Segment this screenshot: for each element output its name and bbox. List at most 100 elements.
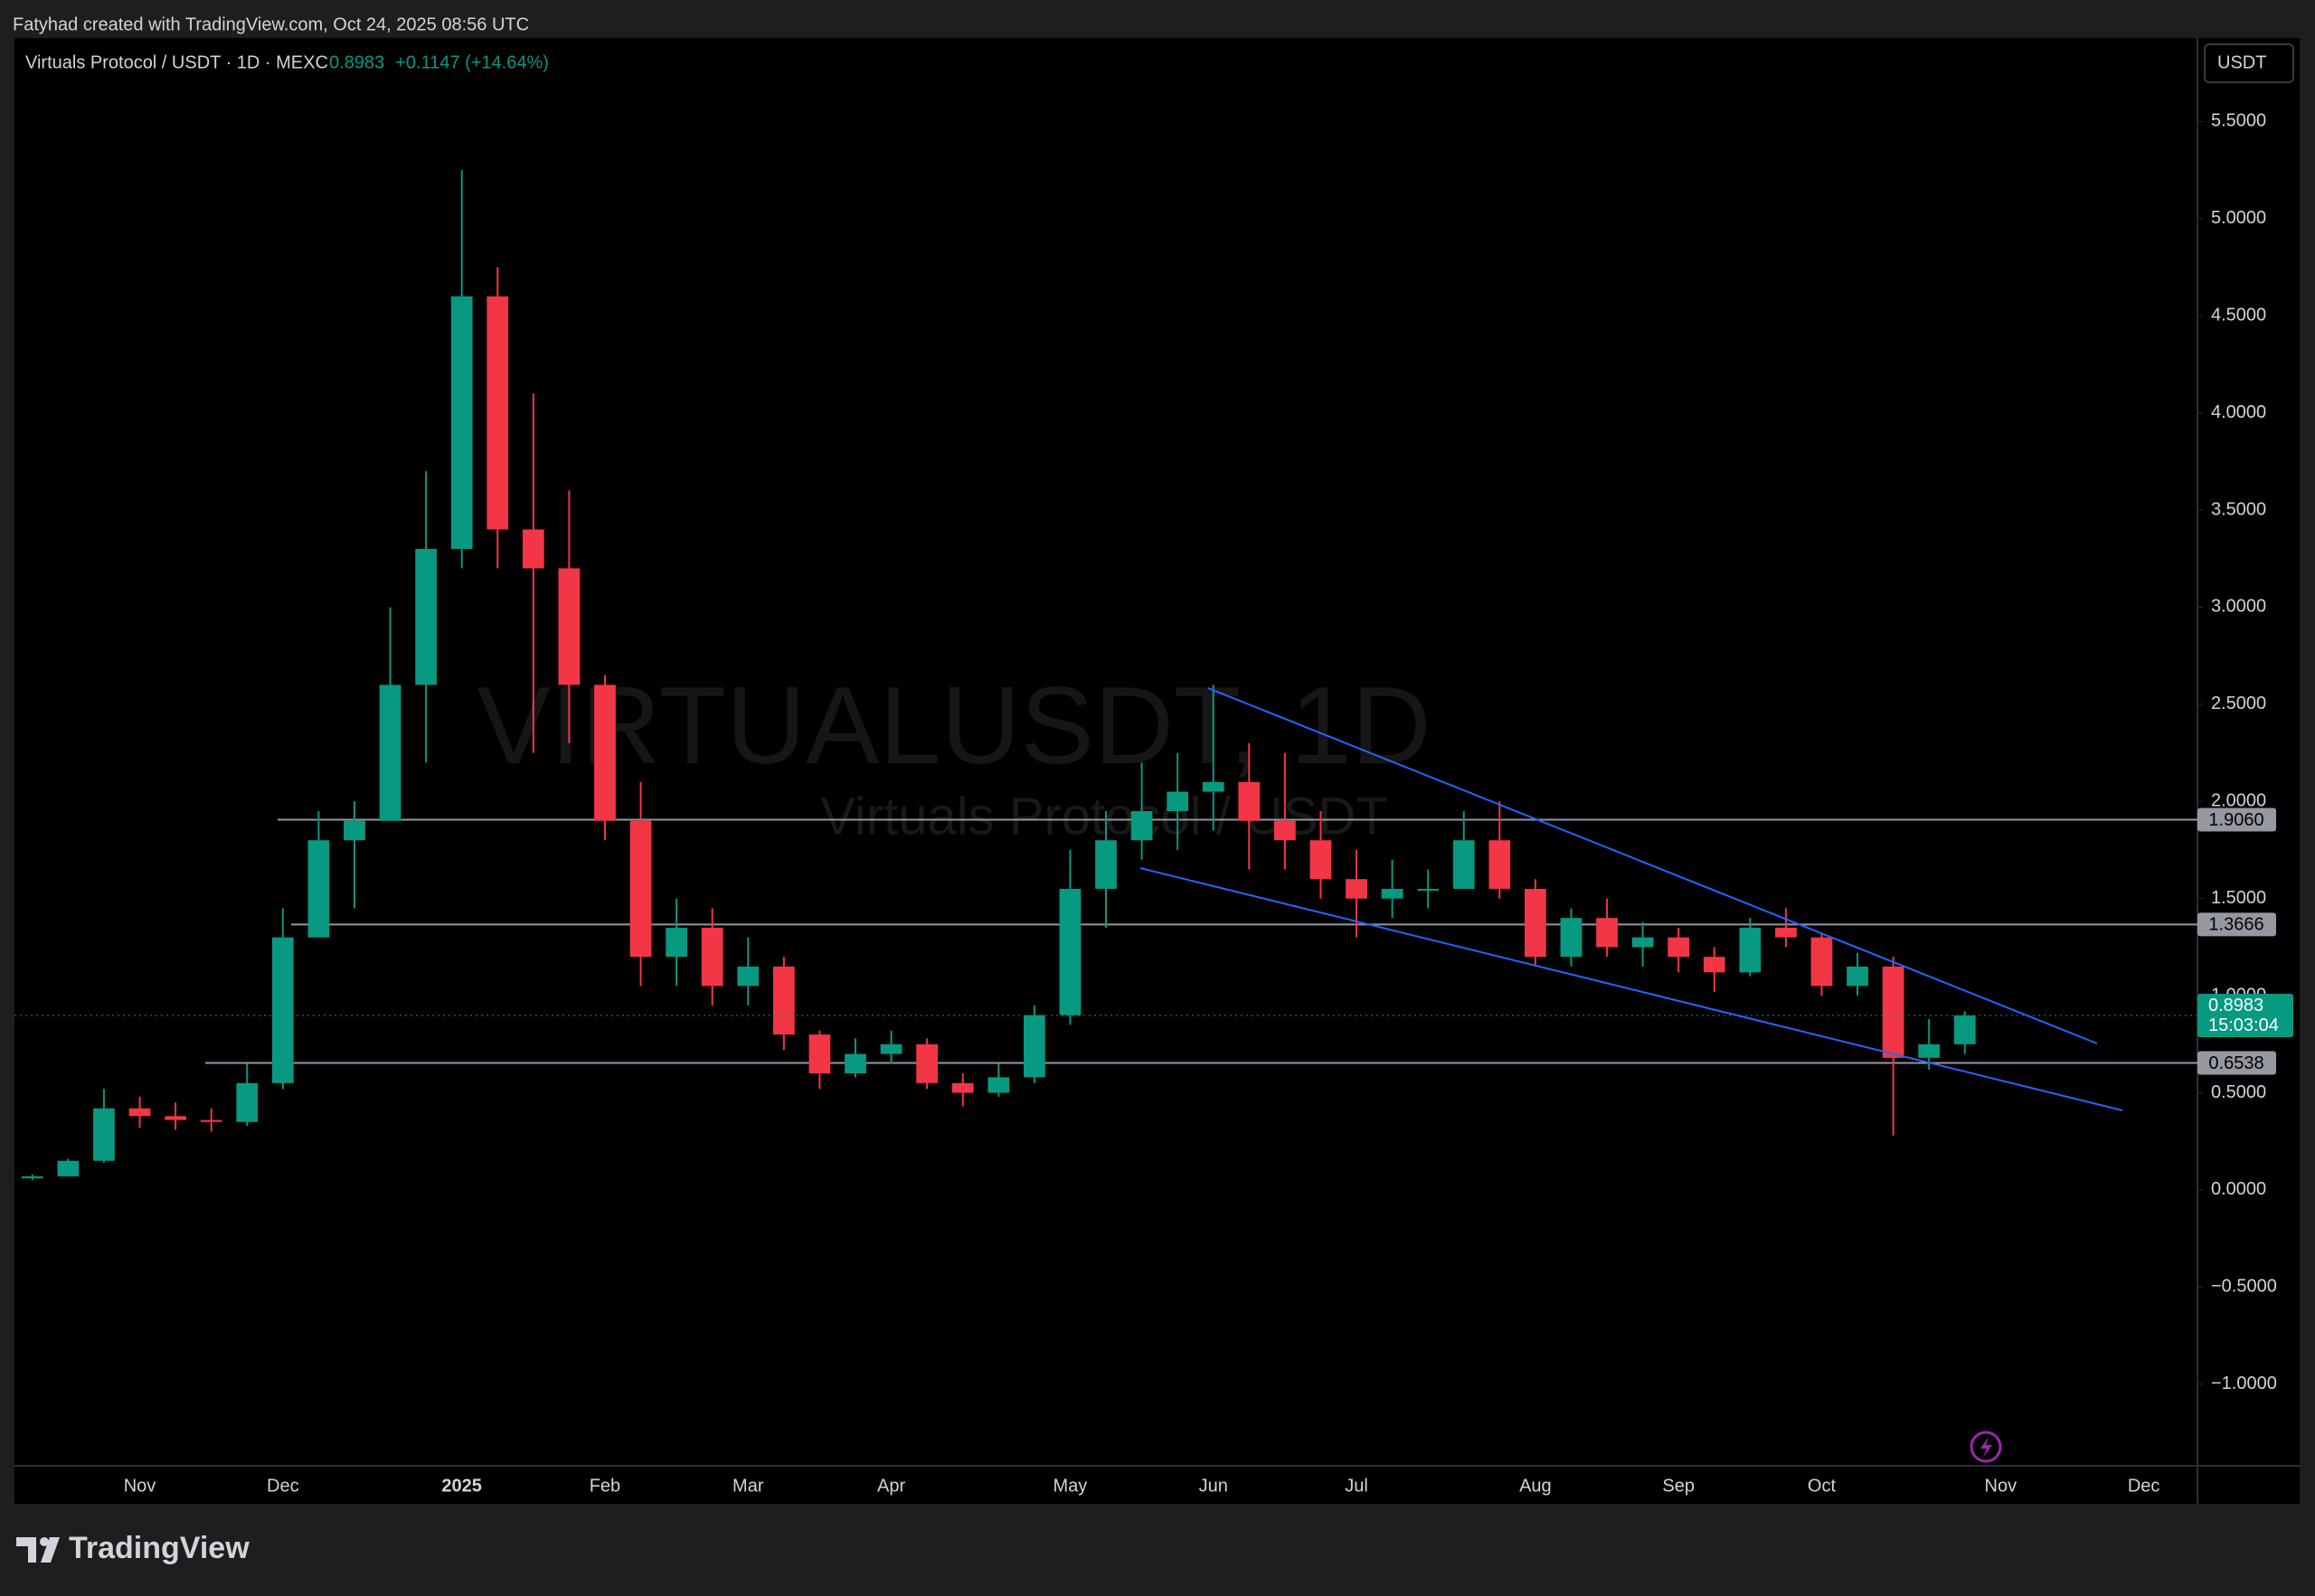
- candle-body: [1918, 1044, 1941, 1058]
- candle-body: [880, 1044, 902, 1054]
- candle-body: [1167, 791, 1189, 812]
- x-tick-label: Jul: [1345, 1476, 1368, 1496]
- candle-body: [165, 1116, 186, 1120]
- candle-body: [21, 1176, 43, 1179]
- price-change: +0.1147 (+14.64%): [395, 52, 549, 72]
- logo-mark: [41, 1537, 60, 1563]
- last-price-box: [2197, 993, 2293, 1037]
- candle-body: [916, 1044, 939, 1083]
- x-tick-label: 2025: [441, 1476, 482, 1496]
- candle-body: [1452, 840, 1475, 889]
- level-label: 1.3666: [2208, 915, 2263, 935]
- x-tick-label: Apr: [877, 1476, 905, 1496]
- candle-body: [1775, 927, 1797, 938]
- candle-body: [629, 820, 652, 958]
- x-tick-label: Nov: [124, 1476, 156, 1496]
- candle-body: [522, 529, 544, 569]
- logo-mark: [16, 1537, 36, 1563]
- y-tick-label: 0.5000: [2211, 1082, 2266, 1102]
- credit: Fatyhad created with TradingView.com, Oc…: [13, 14, 529, 34]
- y-tick-label: −1.0000: [2211, 1374, 2277, 1393]
- x-tick-label: Jun: [1199, 1476, 1228, 1496]
- candle-body: [1525, 888, 1546, 958]
- candle-body: [951, 1082, 974, 1093]
- x-tick-label: Aug: [1519, 1476, 1552, 1496]
- candle-body: [1346, 879, 1367, 899]
- candle-body: [487, 296, 509, 530]
- x-tick-label: May: [1054, 1476, 1088, 1496]
- candle-body: [1417, 888, 1440, 891]
- x-tick-label: Oct: [1808, 1476, 1837, 1496]
- candle-body: [666, 927, 687, 958]
- level-label: 0.6538: [2208, 1053, 2263, 1073]
- y-tick-label: 2.0000: [2211, 791, 2266, 811]
- candle-body: [415, 549, 437, 685]
- y-tick-label: 4.0000: [2211, 402, 2266, 422]
- candle-body: [701, 927, 723, 987]
- candle-body: [1560, 918, 1583, 958]
- y-tick-label: 0.0000: [2211, 1179, 2266, 1199]
- trendline: [1139, 867, 2123, 1111]
- candle-body: [236, 1082, 259, 1122]
- candle-body: [1238, 781, 1261, 821]
- countdown-label: 15:03:04: [2208, 1015, 2279, 1035]
- y-tick-label: 5.5000: [2211, 111, 2266, 131]
- candle-body: [450, 296, 473, 550]
- candle-body: [1703, 957, 1725, 973]
- watermark: VIRTUALUSDT, 1D: [477, 664, 1431, 787]
- candle-body: [808, 1034, 831, 1074]
- candle-body: [1668, 937, 1690, 958]
- candle-body: [987, 1077, 1010, 1093]
- candle-body: [1381, 888, 1403, 899]
- x-tick-label: Dec: [267, 1476, 299, 1496]
- candle-body: [307, 840, 330, 938]
- candle-body: [1023, 1015, 1045, 1078]
- candle-body: [1953, 1015, 1976, 1044]
- candle-body: [93, 1108, 115, 1161]
- candle-body: [344, 820, 365, 841]
- level-label-box: [2197, 1051, 2276, 1075]
- y-tick-label: 2.5000: [2211, 694, 2266, 713]
- candle-body: [558, 568, 581, 685]
- chart-title: Virtuals Protocol / USDT · 1D · MEXC: [25, 52, 328, 72]
- y-tick-label: 5.0000: [2211, 208, 2266, 228]
- candle-body: [57, 1160, 80, 1176]
- level-label-box: [2197, 912, 2276, 937]
- currency-button[interactable]: [2204, 43, 2294, 83]
- candle-body: [772, 966, 795, 1035]
- candle-body: [379, 685, 402, 821]
- candle-body: [737, 966, 760, 987]
- y-tick-label: 3.5000: [2211, 499, 2266, 519]
- watermark-subtitle: Virtuals Protocol / USDT: [820, 787, 1387, 845]
- x-tick-label: Feb: [590, 1476, 620, 1496]
- candle-body: [1596, 918, 1618, 948]
- candle-body: [1130, 811, 1153, 841]
- trendline: [1207, 687, 2098, 1044]
- alert-icon-bolt: [1980, 1437, 1992, 1458]
- x-tick-label: Mar: [732, 1476, 764, 1496]
- x-tick-label: Dec: [2128, 1476, 2160, 1496]
- last-price-label: 0.8983: [2208, 996, 2263, 1015]
- alert-icon[interactable]: [1970, 1431, 2002, 1463]
- x-tick-label: Sep: [1662, 1476, 1695, 1496]
- candle-body: [1202, 781, 1224, 792]
- y-tick-label: −0.5000: [2211, 1277, 2277, 1297]
- candle-body: [1273, 820, 1296, 841]
- candle-body: [1059, 888, 1082, 1015]
- currency-label[interactable]: USDT: [2217, 52, 2266, 72]
- candle-body: [200, 1119, 222, 1122]
- x-tick-label: Nov: [1985, 1476, 2017, 1496]
- level-label-box: [2197, 807, 2276, 832]
- candle-body: [1882, 966, 1904, 1058]
- candle-body: [1739, 927, 1762, 973]
- candle-body: [128, 1108, 151, 1117]
- y-tick-label: 4.5000: [2211, 305, 2266, 325]
- plot: [14, 170, 2197, 1181]
- logo-mark: [40, 1537, 49, 1546]
- last-price: 0.8983: [329, 52, 384, 72]
- level-label: 1.9060: [2208, 810, 2263, 830]
- candle-body: [271, 937, 294, 1083]
- candle-body: [1309, 840, 1332, 880]
